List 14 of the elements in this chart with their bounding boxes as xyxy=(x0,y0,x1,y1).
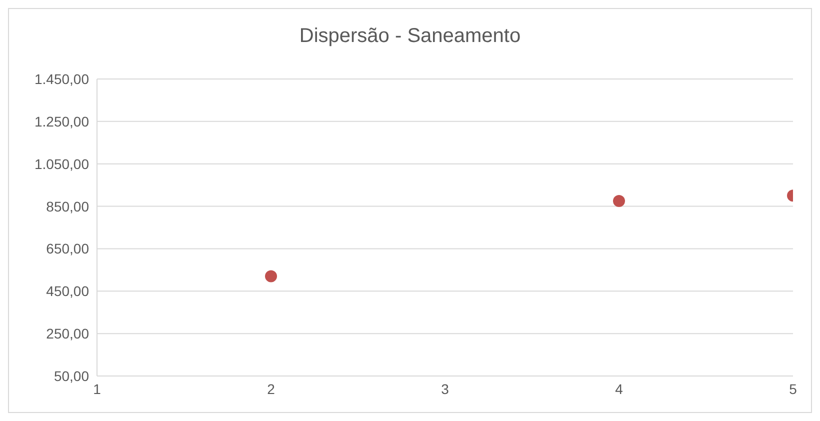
x-tick-label: 5 xyxy=(789,380,798,397)
x-tick-label: 2 xyxy=(267,380,276,397)
y-tick-label: 450,00 xyxy=(46,283,90,300)
x-tick-label: 1 xyxy=(93,380,102,397)
y-tick-label: 50,00 xyxy=(54,368,90,384)
x-tick-label: 4 xyxy=(615,380,624,397)
chart-title: Dispersão - Saneamento xyxy=(298,25,522,48)
y-tick-label: 250,00 xyxy=(46,326,90,342)
y-tick-label: 1.250,00 xyxy=(34,113,90,130)
x-tick-label: 3 xyxy=(441,380,450,397)
y-tick-label: 1.050,00 xyxy=(34,156,90,172)
y-tick-label: 850,00 xyxy=(46,198,90,214)
y-tick-label: 650,00 xyxy=(46,240,90,257)
y-tick-label: 1.450,00 xyxy=(34,70,90,87)
